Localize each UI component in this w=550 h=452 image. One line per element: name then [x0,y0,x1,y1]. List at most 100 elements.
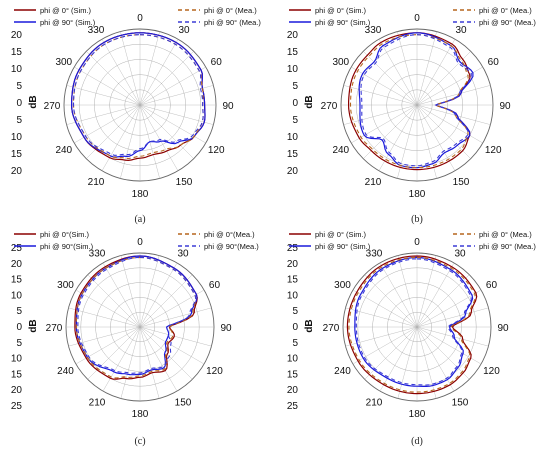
radial-tick-label: 5 [292,115,298,126]
angle-tick-label: 120 [485,145,502,156]
radial-tick-label: 15 [11,275,23,286]
grid-spoke [397,31,418,106]
radial-tick-label: 15 [11,149,23,160]
axis-label: dB [28,319,39,332]
grid-spoke [102,326,141,392]
grid-spoke [66,85,141,106]
angle-tick-label: 300 [334,280,351,291]
grid-spoke [87,326,141,380]
angle-tick-label: 270 [44,101,61,112]
grid-spoke [345,326,418,347]
grid-spoke [139,104,206,144]
angle-tick-label: 240 [334,366,351,377]
grid-spoke [139,326,205,365]
grid-spoke [120,255,141,328]
angle-tick-label: 90 [499,101,511,112]
legend-label: phi @ 90°(Mea.) [204,242,259,251]
radial-tick-label: 0 [16,98,22,109]
angle-tick-label: 150 [176,177,193,188]
angle-tick-label: 120 [483,366,500,377]
grid-spoke [139,289,205,328]
grid-spoke [75,326,141,365]
radial-tick-label: 10 [11,132,23,143]
angle-tick-label: 0 [137,237,143,248]
grid-spoke [416,104,437,179]
grid-spoke [416,274,470,328]
grid-spoke [139,326,212,347]
radial-tick-label: 5 [16,115,22,126]
grid-spoke [139,262,178,328]
angle-tick-label: 330 [365,25,382,36]
angle-tick-label: 180 [132,189,149,200]
polar-panel-b: 0 30 60 90 120 150 180 210 240 270 300 330 20 15 10 5 0 5… [287,6,537,225]
radial-tick-label: 10 [287,64,299,75]
angle-tick-label: 210 [366,397,383,408]
radial-tick-label: 15 [287,369,299,380]
radial-tick-label: 0 [292,98,298,109]
grid-spoke [416,104,483,144]
grid-spoke [397,255,418,328]
angle-tick-label: 210 [88,177,105,188]
grid-spoke [139,255,160,328]
radial-tick-label: 15 [11,369,23,380]
radial-tick-label: 20 [287,385,299,396]
angle-tick-label: 120 [206,366,223,377]
grid-spoke [416,66,483,106]
series-line [77,256,197,374]
angle-tick-label: 30 [455,25,467,36]
legend-label: phi @ 90° (Mea.) [479,18,536,27]
grid-spoke [363,51,418,106]
legend-label: phi @ 0° (Sim.) [315,230,367,239]
radial-tick-label: 5 [292,306,298,317]
radial-tick-label: 25 [287,401,299,412]
radial-tick-label: 20 [287,259,299,270]
panel-caption: (d) [411,436,423,447]
grid-spoke [379,326,418,392]
radial-tick-label: 0 [16,322,22,333]
angle-tick-label: 210 [365,177,382,188]
angle-tick-label: 30 [177,249,189,260]
legend-label: phi @ 90° (Sim.) [315,242,371,251]
grid-spoke [416,51,471,106]
grid-spoke [139,104,179,171]
grid-spoke [397,326,418,399]
angle-tick-label: 60 [486,280,498,291]
legend-label: phi @ 0° (Sim.) [315,6,367,15]
radial-tick-label: 10 [11,290,23,301]
grid-spoke [74,104,141,144]
angle-tick-label: 120 [208,145,225,156]
polar-panel-d: 0306090120150180210240270300330252015105… [287,230,537,447]
series-line [354,256,474,387]
angle-tick-label: 270 [46,323,63,334]
angle-tick-label: 330 [89,249,106,260]
series-line [355,258,472,386]
grid-spoke [120,104,141,179]
grid-spoke [139,104,194,159]
grid-spoke [364,274,418,328]
legend-label: phi @ 90° (Mea.) [204,18,261,27]
radial-tick-label: 20 [287,30,299,41]
grid-spoke [378,104,418,171]
angle-tick-label: 300 [332,57,349,68]
radial-tick-label: 10 [287,354,299,365]
series-line [348,32,471,171]
angle-tick-label: 30 [178,25,190,36]
radial-tick-label: 15 [11,47,23,58]
axis-label: dB [28,95,39,108]
legend-label: phi @ 0°(Mea.) [204,230,255,239]
grid-spoke [416,85,491,106]
grid-spoke [379,262,418,328]
grid-spoke [74,66,141,106]
radial-tick-label: 20 [11,30,23,41]
angle-tick-label: 240 [55,145,72,156]
angle-tick-label: 270 [321,101,338,112]
legend-label: phi @ 90° (Mea.) [479,242,536,251]
angle-tick-label: 60 [209,280,221,291]
angle-tick-label: 0 [137,13,143,24]
radial-tick-label: 5 [292,81,298,92]
radial-tick-label: 10 [11,64,23,75]
series-line [358,32,474,169]
angle-tick-label: 30 [454,249,466,260]
radial-tick-label: 10 [11,354,23,365]
angle-tick-label: 300 [57,280,74,291]
